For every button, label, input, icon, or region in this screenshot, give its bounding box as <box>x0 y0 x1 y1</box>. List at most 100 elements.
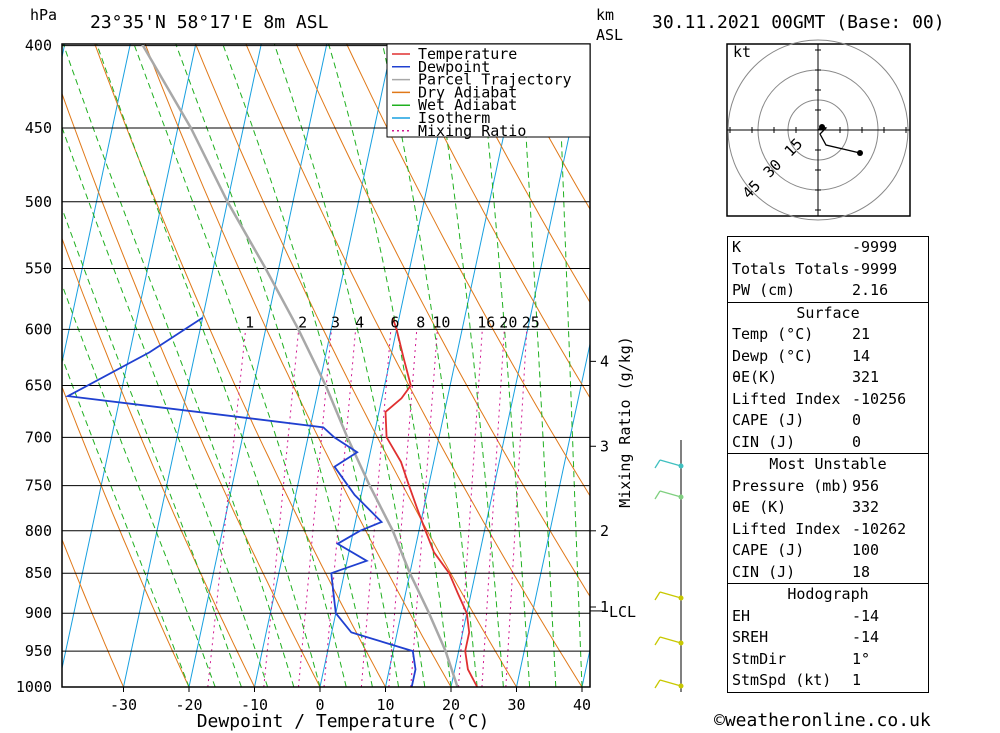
legend-entry: Dewpoint <box>418 58 490 76</box>
index-row: Temp (°C) 21 <box>728 324 928 346</box>
hodograph-end-dot <box>857 150 863 156</box>
legend-entry: Parcel Trajectory <box>418 71 572 89</box>
mixing-ratio-label: 4 <box>355 313 364 331</box>
wind-barb-shaft <box>659 490 682 498</box>
mixing-ratio-label: 3 <box>331 313 340 331</box>
wind-barb-shaft <box>659 636 682 644</box>
km-tick-label: 4 <box>600 352 609 370</box>
dry-adiabat-line <box>62 538 124 687</box>
x-tick-label: 40 <box>573 696 591 714</box>
isotherm-line <box>62 44 131 366</box>
index-value: -14 <box>852 628 880 646</box>
pressure-tick-label: 900 <box>25 604 52 622</box>
index-label: CIN (J) <box>732 432 796 451</box>
mixing-ratio-label: 20 <box>499 313 517 331</box>
index-row: θE(K) 321 <box>728 367 928 389</box>
index-row: StmDir 1° <box>728 649 928 671</box>
index-label: θE (K) <box>732 498 787 516</box>
dry-adiabat-line <box>94 44 386 687</box>
index-value: 100 <box>852 541 880 559</box>
wet-adiabat-line <box>62 44 295 687</box>
index-label: CAPE (J) <box>732 541 805 559</box>
wind-barb-feather <box>654 591 661 601</box>
wind-barb-shaft <box>659 459 682 467</box>
index-label: PW (cm) <box>732 281 796 299</box>
isotherm-line <box>188 44 328 687</box>
legend-box <box>386 43 591 138</box>
mixing-ratio-label: 2 <box>298 313 307 331</box>
plot-frame <box>61 43 591 688</box>
index-label: StmSpd (kt) <box>732 671 832 689</box>
wet-adiabat-line <box>328 44 452 687</box>
wet-adiabat-line <box>62 356 190 687</box>
wet-adiabat-line <box>519 44 557 687</box>
indices-panel: K -9999 Totals Totals -9999 PW (cm) 2.16 Surf… <box>727 236 929 693</box>
index-value: 0 <box>852 411 862 429</box>
pressure-tick-label: 600 <box>25 320 52 338</box>
index-row: StmSpd (kt) 1 <box>728 670 928 692</box>
dry-adiabat-line <box>62 92 321 687</box>
isotherm-line <box>319 44 459 687</box>
wet-adiabat-line <box>273 44 426 687</box>
x-tick-label: -30 <box>110 696 137 714</box>
index-label: EH <box>732 606 751 625</box>
dry-adiabat-line <box>195 44 517 687</box>
x-axis-title: Dewpoint / Temperature (°C) <box>197 711 490 732</box>
x-tick-label: -20 <box>175 696 202 714</box>
x-tick-label: -10 <box>241 696 268 714</box>
index-label: CIN (J) <box>732 562 796 581</box>
index-label: Lifted Index <box>732 389 841 408</box>
dry-adiabat-line <box>144 44 452 687</box>
wind-barb-feather <box>654 679 661 689</box>
surface-title: Surface <box>728 301 928 325</box>
index-label: Lifted Index <box>732 519 841 538</box>
dry-adiabat-line <box>62 385 190 687</box>
lcl-label: LCL <box>609 603 636 621</box>
index-row: EH -14 <box>728 606 928 628</box>
index-value: -10262 <box>852 519 907 538</box>
index-value: -10256 <box>852 389 907 408</box>
wind-barbs <box>654 440 684 692</box>
pressure-tick-label: 500 <box>25 193 52 211</box>
index-value: 1° <box>852 649 871 668</box>
most-unstable-title: Most Unstable <box>728 453 928 476</box>
index-row: CAPE (J) 100 <box>728 540 928 562</box>
index-row: K -9999 <box>728 237 928 259</box>
pressure-tick-label: 1000 <box>16 678 52 696</box>
legend-entry: Wet Adiabat <box>418 96 517 114</box>
pressure-unit: hPa <box>30 6 58 24</box>
index-label: SREH <box>732 628 769 646</box>
km-tick-label: 3 <box>600 437 609 455</box>
wind-barb-feather <box>654 490 661 500</box>
wind-barb-shaft <box>659 679 682 687</box>
index-label: K <box>732 238 742 256</box>
legend-entry: Isotherm <box>418 109 490 127</box>
index-label: θE(K) <box>732 368 778 386</box>
datetime-title: 30.11.2021 00GMT (Base: 00) <box>652 12 945 33</box>
pressure-tick-label: 700 <box>25 428 52 446</box>
index-label: StmDir <box>732 649 787 668</box>
mixing-ratio-label: 6 <box>390 313 399 331</box>
x-tick-label: 20 <box>442 696 460 714</box>
hodograph-start-dot <box>819 124 825 130</box>
index-label: CAPE (J) <box>732 411 805 429</box>
asl-label: ASL <box>596 26 624 44</box>
pressure-tick-label: 750 <box>25 477 52 495</box>
mixing-ratio-label: 25 <box>522 313 540 331</box>
index-row: SREH -14 <box>728 627 928 649</box>
mixing-ratio-title: Mixing Ratio (g/kg) <box>616 336 634 508</box>
index-row: θE (K) 332 <box>728 497 928 519</box>
index-row: Lifted Index -10256 <box>728 389 928 411</box>
temperature-line <box>384 317 478 687</box>
index-label: Pressure (mb) <box>732 476 850 495</box>
credit: ©weatheronline.co.uk <box>714 710 931 731</box>
index-row: Lifted Index -10262 <box>728 519 928 541</box>
isotherm-line <box>516 341 590 687</box>
km-tick-label: 1 <box>600 598 609 616</box>
pressure-tick-label: 550 <box>25 260 52 278</box>
dry-adiabat-line <box>245 44 583 687</box>
index-value: -14 <box>852 606 880 625</box>
legend-entry: Dry Adiabat <box>418 83 517 101</box>
